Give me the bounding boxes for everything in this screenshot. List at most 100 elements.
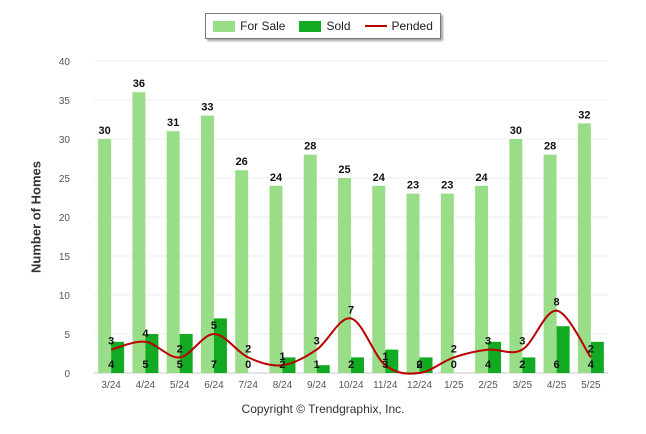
pended-series-line xyxy=(110,309,592,375)
label-pended: 3 xyxy=(108,336,114,348)
x-tick-label: 6/24 xyxy=(204,380,224,391)
y-tick-label: 15 xyxy=(59,252,71,263)
label-sold: 7 xyxy=(211,359,217,371)
bar-for-sale xyxy=(509,139,523,373)
x-tick-label: 8/24 xyxy=(273,380,293,391)
label-for-sale: 28 xyxy=(544,141,556,153)
label-for-sale: 24 xyxy=(270,172,283,184)
data-labels: 3043365431523375260224212813252724312320… xyxy=(99,78,595,371)
label-sold: 3 xyxy=(382,359,388,371)
label-sold: 5 xyxy=(142,359,148,371)
legend-swatch-pended xyxy=(364,25,387,27)
label-for-sale: 32 xyxy=(578,109,590,121)
bar-for-sale xyxy=(406,193,420,373)
x-tick-label: 9/24 xyxy=(307,380,327,391)
label-pended: 3 xyxy=(314,336,320,348)
label-sold: 6 xyxy=(554,359,560,371)
bar-sold xyxy=(282,357,296,373)
label-sold: 1 xyxy=(314,359,320,371)
label-for-sale: 23 xyxy=(407,180,419,192)
x-tick-label: 5/25 xyxy=(581,380,601,391)
y-tick-label: 25 xyxy=(59,174,71,185)
label-for-sale: 28 xyxy=(304,141,316,153)
bar-sold xyxy=(556,326,570,373)
bar-for-sale xyxy=(440,193,454,373)
bar-for-sale xyxy=(338,178,351,373)
x-tick-label: 3/24 xyxy=(101,380,121,391)
bar-sold xyxy=(590,341,604,373)
bar-for-sale xyxy=(98,139,112,373)
legend-item-pended[interactable]: Pended xyxy=(364,19,433,33)
bar-for-sale xyxy=(200,115,214,373)
label-pended: 1 xyxy=(279,351,285,363)
label-for-sale: 30 xyxy=(99,125,111,137)
label-sold: 2 xyxy=(519,359,525,371)
legend: For Sale Sold Pended xyxy=(205,13,441,39)
legend-label-for-sale: For Sale xyxy=(240,19,286,33)
label-sold: 4 xyxy=(108,359,115,371)
label-for-sale: 24 xyxy=(373,172,386,184)
label-pended: 2 xyxy=(245,343,251,355)
x-tick-label: 1/25 xyxy=(444,380,464,391)
label-pended: 2 xyxy=(451,343,457,355)
label-sold: 0 xyxy=(451,359,457,371)
y-tick-label: 30 xyxy=(59,135,71,146)
legend-item-sold[interactable]: Sold xyxy=(299,19,351,33)
bar-for-sale xyxy=(543,154,557,373)
copyright-text: Copyright © Trendgraphix, Inc. xyxy=(241,402,405,416)
y-tick-label: 35 xyxy=(59,96,71,107)
label-pended: 4 xyxy=(142,328,149,340)
label-for-sale: 30 xyxy=(510,125,522,137)
label-pended: 2 xyxy=(177,343,183,355)
x-tick-label: 4/25 xyxy=(547,380,567,391)
bar-for-sale xyxy=(132,92,146,373)
bars xyxy=(98,92,604,374)
bar-sold xyxy=(316,365,330,373)
y-tick-label: 5 xyxy=(64,330,70,341)
bar-sold xyxy=(145,334,159,373)
legend-item-for-sale[interactable]: For Sale xyxy=(213,19,285,33)
label-pended: 5 xyxy=(211,320,217,332)
x-tick-label: 11/24 xyxy=(373,380,398,391)
bar-sold xyxy=(213,318,227,373)
label-for-sale: 23 xyxy=(441,180,453,192)
pended-line xyxy=(110,309,592,375)
label-pended: 1 xyxy=(382,351,388,363)
x-tick-label: 10/24 xyxy=(338,380,363,391)
y-tick-label: 10 xyxy=(59,291,71,302)
label-pended: 3 xyxy=(485,336,491,348)
label-pended: 3 xyxy=(519,336,525,348)
y-tick-label: 20 xyxy=(59,213,71,224)
y-tick-label: 40 xyxy=(59,57,71,68)
legend-swatch-sold xyxy=(299,20,322,32)
bar-for-sale xyxy=(577,123,591,374)
label-sold: 2 xyxy=(279,359,285,371)
label-pended: 8 xyxy=(554,297,560,309)
label-sold: 0 xyxy=(245,359,251,371)
x-tick-label: 2/25 xyxy=(478,380,498,391)
label-pended: 2 xyxy=(588,343,594,355)
label-for-sale: 33 xyxy=(201,102,213,114)
label-sold: 2 xyxy=(416,359,422,371)
label-for-sale: 25 xyxy=(338,164,350,176)
label-sold: 4 xyxy=(485,359,492,371)
legend-label-sold: Sold xyxy=(326,19,351,33)
label-sold: 4 xyxy=(588,359,595,371)
x-tick-label: 5/24 xyxy=(170,380,190,391)
y-axis-ticks: 0 5 10 15 20 25 30 35 40 xyxy=(59,57,71,380)
x-tick-label: 12/24 xyxy=(407,380,432,391)
x-tick-label: 3/25 xyxy=(513,380,533,391)
bar-for-sale xyxy=(269,185,283,373)
label-for-sale: 36 xyxy=(133,78,145,90)
bar-sold xyxy=(351,357,364,373)
bar-for-sale xyxy=(235,170,249,373)
x-axis-ticks: 3/24 4/24 5/24 6/24 7/24 8/24 9/24 10/24 11/24 12… xyxy=(101,380,601,391)
bar-for-sale xyxy=(475,185,489,373)
bar-for-sale xyxy=(372,185,386,373)
x-tick-label: 4/24 xyxy=(136,380,156,391)
y-axis-label: Number of Homes xyxy=(28,161,44,273)
label-for-sale: 26 xyxy=(236,156,248,168)
bar-for-sale xyxy=(303,154,317,373)
label-sold: 2 xyxy=(348,359,354,371)
